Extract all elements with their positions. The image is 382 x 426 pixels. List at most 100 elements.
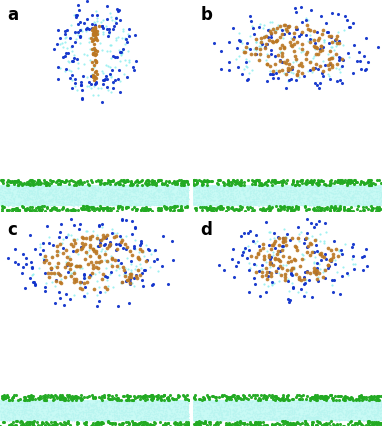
Point bbox=[338, 408, 344, 414]
Point bbox=[231, 207, 238, 213]
Point bbox=[248, 401, 254, 408]
Point bbox=[336, 246, 342, 253]
Point bbox=[231, 400, 237, 407]
Point bbox=[353, 409, 359, 416]
Point bbox=[73, 194, 79, 201]
Point bbox=[322, 412, 329, 419]
Point bbox=[279, 50, 285, 57]
Point bbox=[145, 417, 151, 424]
Point bbox=[9, 398, 15, 405]
Point bbox=[156, 186, 162, 193]
Point bbox=[308, 240, 314, 247]
Point bbox=[52, 187, 58, 194]
Point bbox=[276, 420, 282, 426]
Point bbox=[95, 187, 101, 194]
Point bbox=[79, 286, 85, 293]
Point bbox=[288, 422, 294, 426]
Point bbox=[288, 271, 294, 278]
Point bbox=[157, 201, 163, 208]
Point bbox=[120, 28, 126, 35]
Point bbox=[369, 199, 375, 206]
Point bbox=[168, 201, 174, 207]
Point bbox=[363, 183, 369, 190]
Point bbox=[286, 204, 292, 210]
Point bbox=[208, 414, 214, 420]
Point bbox=[225, 402, 231, 409]
Point bbox=[233, 56, 239, 63]
Point bbox=[171, 397, 177, 404]
Point bbox=[153, 183, 159, 190]
Point bbox=[326, 408, 332, 415]
Point bbox=[329, 416, 335, 423]
Point bbox=[271, 404, 277, 411]
Point bbox=[353, 194, 359, 201]
Point bbox=[261, 202, 267, 209]
Point bbox=[87, 271, 93, 278]
Point bbox=[156, 404, 162, 411]
Point bbox=[126, 201, 132, 208]
Point bbox=[11, 401, 17, 408]
Point bbox=[231, 410, 237, 417]
Point bbox=[135, 185, 141, 192]
Point bbox=[268, 51, 274, 58]
Point bbox=[12, 400, 18, 406]
Point bbox=[97, 411, 104, 418]
Point bbox=[345, 178, 351, 184]
Point bbox=[109, 409, 115, 416]
Point bbox=[178, 201, 185, 208]
Point bbox=[174, 415, 180, 422]
Point bbox=[0, 203, 6, 210]
Point bbox=[364, 191, 370, 198]
Point bbox=[63, 184, 69, 191]
Point bbox=[348, 177, 354, 184]
Point bbox=[288, 404, 294, 411]
Point bbox=[115, 201, 121, 208]
Point bbox=[39, 416, 45, 423]
Point bbox=[219, 415, 225, 422]
Point bbox=[73, 397, 79, 404]
Point bbox=[207, 190, 213, 197]
Point bbox=[314, 248, 320, 254]
Point bbox=[125, 409, 131, 416]
Point bbox=[214, 182, 220, 189]
Point bbox=[338, 187, 345, 194]
Point bbox=[343, 190, 350, 196]
Point bbox=[19, 411, 25, 418]
Point bbox=[280, 253, 286, 259]
Point bbox=[92, 33, 99, 40]
Point bbox=[377, 410, 382, 417]
Point bbox=[320, 36, 327, 43]
Point bbox=[52, 206, 58, 213]
Point bbox=[64, 186, 70, 193]
Point bbox=[233, 408, 240, 414]
Point bbox=[0, 419, 6, 426]
Point bbox=[34, 191, 40, 198]
Point bbox=[67, 406, 73, 412]
Point bbox=[208, 195, 214, 202]
Point bbox=[101, 199, 107, 206]
Point bbox=[69, 402, 75, 409]
Point bbox=[81, 414, 87, 421]
Point bbox=[69, 183, 75, 190]
Point bbox=[289, 404, 295, 411]
Point bbox=[5, 414, 11, 420]
Point bbox=[40, 409, 46, 416]
Point bbox=[290, 285, 296, 291]
Point bbox=[259, 400, 265, 407]
Point bbox=[109, 201, 115, 207]
Point bbox=[246, 407, 253, 414]
Point bbox=[110, 409, 117, 415]
Point bbox=[86, 203, 92, 210]
Point bbox=[40, 197, 46, 204]
Point bbox=[271, 279, 277, 286]
Point bbox=[290, 197, 296, 204]
Point bbox=[181, 412, 187, 419]
Point bbox=[15, 401, 21, 408]
Point bbox=[48, 180, 54, 187]
Point bbox=[79, 239, 85, 246]
Point bbox=[336, 412, 342, 418]
Point bbox=[219, 195, 225, 202]
Point bbox=[202, 194, 208, 201]
Point bbox=[157, 207, 163, 214]
Point bbox=[193, 398, 199, 405]
